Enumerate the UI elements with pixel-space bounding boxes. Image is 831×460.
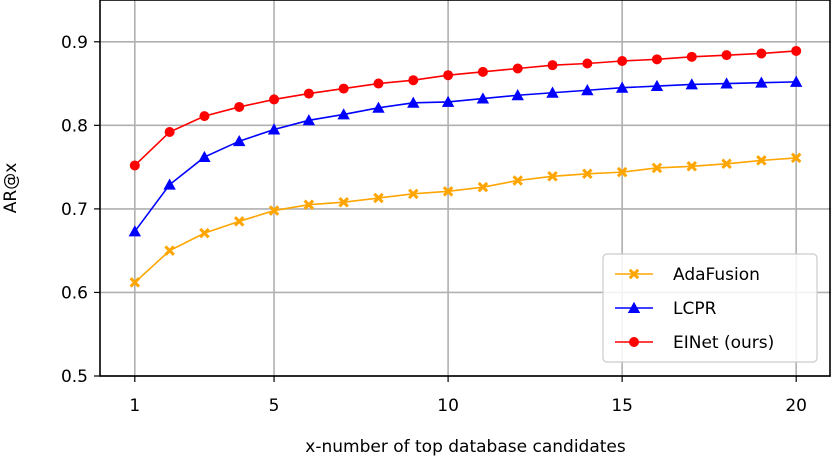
data-point bbox=[199, 227, 210, 239]
x-axis-label: x-number of top database candidates bbox=[305, 437, 626, 457]
series-lcpr bbox=[128, 75, 803, 237]
legend-label: AdaFusion bbox=[673, 265, 760, 285]
data-point bbox=[408, 188, 419, 200]
data-point bbox=[408, 75, 419, 86]
y-tick-label: 0.8 bbox=[61, 116, 88, 136]
data-point bbox=[721, 50, 732, 61]
axis-ticks: 1 5 10 15 200.50.60.70.80.9 bbox=[61, 33, 807, 416]
data-point bbox=[303, 88, 314, 99]
data-point bbox=[443, 70, 454, 81]
legend-marker bbox=[629, 337, 639, 347]
x-tick-label: 10 bbox=[437, 396, 459, 416]
data-point bbox=[129, 160, 140, 171]
legend-label: EINet (ours) bbox=[673, 333, 774, 353]
data-point bbox=[477, 181, 489, 193]
series-line bbox=[134, 157, 797, 284]
data-point bbox=[302, 114, 316, 126]
data-point bbox=[269, 94, 280, 105]
data-point bbox=[790, 152, 802, 164]
data-point bbox=[581, 84, 594, 96]
data-point bbox=[337, 108, 350, 120]
data-point bbox=[616, 166, 628, 178]
series-layer bbox=[128, 45, 803, 288]
data-point bbox=[756, 48, 767, 59]
data-point bbox=[234, 101, 245, 112]
data-point bbox=[720, 77, 733, 89]
data-point bbox=[233, 135, 246, 147]
y-tick-label: 0.7 bbox=[61, 200, 88, 220]
data-point bbox=[303, 199, 315, 210]
data-point bbox=[373, 192, 384, 204]
data-point bbox=[373, 78, 384, 89]
data-point bbox=[372, 101, 385, 113]
data-point bbox=[686, 51, 697, 62]
data-point bbox=[582, 168, 593, 180]
data-point bbox=[546, 86, 559, 98]
data-point bbox=[789, 75, 803, 87]
data-point bbox=[547, 60, 558, 71]
legend-item: AdaFusion bbox=[615, 265, 760, 285]
y-axis-label: AR@x bbox=[1, 163, 21, 214]
data-point bbox=[650, 79, 664, 92]
data-point bbox=[615, 81, 629, 93]
data-point bbox=[267, 123, 281, 135]
data-point bbox=[755, 76, 768, 88]
plot-frame bbox=[99, 0, 831, 377]
data-point bbox=[651, 54, 662, 65]
data-point bbox=[476, 92, 490, 104]
data-point bbox=[268, 205, 280, 216]
data-point bbox=[198, 150, 211, 163]
data-point bbox=[129, 277, 141, 288]
data-point bbox=[582, 58, 593, 69]
x-tick-label: 1 bbox=[129, 396, 140, 416]
series-line bbox=[134, 50, 797, 167]
legend-marker bbox=[627, 301, 641, 313]
data-point bbox=[338, 83, 349, 94]
legend-marker bbox=[628, 268, 640, 280]
data-point bbox=[199, 111, 210, 122]
data-point bbox=[164, 245, 175, 256]
data-point bbox=[512, 175, 523, 186]
data-point bbox=[407, 96, 420, 108]
legend-label: LCPR bbox=[673, 299, 717, 319]
data-point bbox=[442, 186, 454, 197]
data-point bbox=[685, 78, 698, 90]
data-point bbox=[686, 161, 698, 172]
data-point bbox=[128, 225, 142, 237]
data-point bbox=[164, 127, 175, 138]
y-tick-label: 0.5 bbox=[61, 367, 88, 387]
data-point bbox=[163, 178, 176, 190]
data-point bbox=[477, 66, 488, 77]
legend-item: EINet (ours) bbox=[615, 333, 774, 353]
y-tick-label: 0.6 bbox=[61, 283, 88, 303]
data-point bbox=[756, 155, 767, 166]
x-tick-label: 5 bbox=[269, 396, 280, 416]
legend-box bbox=[602, 253, 818, 363]
data-point bbox=[791, 45, 802, 56]
legend-item: LCPR bbox=[615, 299, 717, 319]
y-tick-label: 0.9 bbox=[61, 33, 88, 53]
data-point bbox=[617, 55, 628, 66]
data-point bbox=[512, 63, 523, 74]
series-line bbox=[134, 81, 797, 232]
data-point bbox=[547, 171, 558, 182]
series-einet-ours bbox=[129, 45, 802, 171]
x-tick-label: 20 bbox=[785, 396, 807, 416]
data-point bbox=[338, 196, 349, 208]
data-point bbox=[651, 162, 663, 174]
legend: AdaFusion LCPR EINet (ours) bbox=[602, 253, 818, 363]
data-point bbox=[233, 216, 245, 227]
data-point bbox=[721, 158, 732, 170]
data-point bbox=[441, 95, 455, 107]
data-point bbox=[511, 89, 524, 101]
series-adafusion bbox=[129, 152, 802, 288]
x-tick-label: 15 bbox=[611, 396, 633, 416]
